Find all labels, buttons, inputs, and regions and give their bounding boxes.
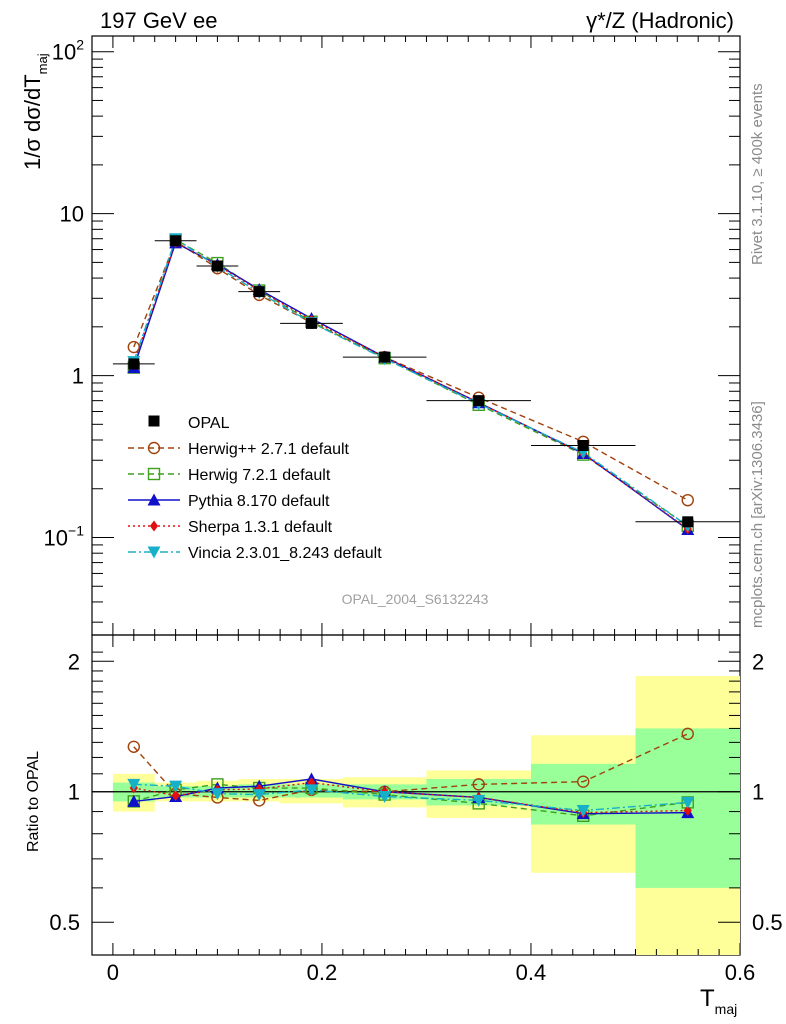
legend-label-3: Sherpa 1.3.1 default (188, 519, 333, 536)
main-y-label-sub: maj (35, 53, 50, 74)
data-point-4 (305, 317, 317, 329)
series-markers-2 (127, 236, 695, 536)
ratio-line-3 (133, 781, 688, 814)
legend: OPAL Herwig++ 2.7.1 default Herwig 7.2.1 d… (128, 415, 382, 562)
legend-marker-1 (147, 467, 161, 481)
ratio-series-0-point-8 (681, 727, 694, 741)
data-point-6 (473, 395, 485, 407)
y-tick-label-ratio-right-0: 0.5 (752, 910, 783, 935)
ratio-series-0-point-6 (472, 778, 485, 791)
y-tick-label-main-3: 102 (52, 37, 84, 65)
y-tick-label-ratio-left-0: 0.5 (49, 910, 80, 935)
series-markers-4 (127, 233, 695, 533)
uncertainty-bands (112, 675, 740, 955)
x-tick-label-1: 0.2 (307, 960, 338, 985)
ratio-series-2-point-0 (127, 794, 141, 807)
legend-label-data: OPAL (188, 415, 230, 432)
ratio-series-3-point-1 (171, 790, 180, 802)
y-tick-label-exponent: −1 (68, 523, 84, 539)
data-point-2 (211, 260, 223, 272)
opal-data (112, 235, 740, 528)
data-point-5 (379, 351, 391, 363)
main-y-label-main: 1/σ dσ/dT (20, 74, 45, 170)
ratio-series-4-point-1 (169, 780, 183, 793)
legend-label-1: Herwig 7.2.1 default (188, 467, 331, 484)
ratio-series-3-point-8 (683, 805, 692, 817)
title-left: 197 GeV ee (100, 8, 217, 33)
x-axis-label-main: T (700, 985, 715, 1012)
data-point-8 (682, 516, 694, 528)
data-point-0 (128, 358, 140, 370)
x-tick-label-3: 0.6 (725, 960, 756, 985)
main-series (127, 233, 695, 536)
x-tick-label-0: 0 (107, 960, 119, 985)
ratio-series-0-point-0 (127, 740, 141, 753)
series-0-point-0 (127, 340, 141, 354)
x-axis-label-sub: maj (715, 1001, 738, 1017)
legend-marker-0 (147, 441, 161, 455)
ratio-y-label: Ratio to OPAL (25, 751, 42, 852)
legend-marker-2 (147, 493, 161, 506)
x-axis-label: Tmaj (700, 985, 737, 1017)
series-markers-3 (129, 236, 692, 535)
legend-marker-data (148, 415, 160, 427)
ratio-series (127, 727, 695, 823)
legend-marker-3 (149, 520, 159, 532)
ratio-series-4-point-7 (576, 805, 590, 818)
main-y-label: 1/σ dσ/dTmaj (20, 53, 50, 170)
series-0-point-8 (681, 493, 694, 507)
side-label-rivet: Rivet 3.1.10, ≥ 400k events (749, 83, 766, 265)
legend-marker-4 (147, 546, 161, 559)
ratio-series-4-point-4 (304, 784, 318, 797)
series-markers-1 (127, 233, 694, 533)
ratio-series-4-point-3 (252, 789, 266, 802)
x-tick-label-2: 0.4 (516, 960, 547, 985)
y-tick-label-ratio-left-1: 1 (68, 780, 80, 805)
series-line-3 (133, 241, 689, 530)
ratio-series-0-point-7 (577, 775, 590, 788)
analysis-watermark: OPAL_2004_S6132243 (342, 591, 489, 607)
y-tick-label-main-0: 10−1 (44, 523, 85, 551)
ratio-series-4-point-5 (378, 791, 392, 804)
legend-label-2: Pythia 8.170 default (188, 493, 330, 510)
ratio-series-4-point-6 (472, 794, 486, 807)
legend-label-0: Herwig++ 2.7.1 default (188, 441, 350, 458)
title-right: γ*/Z (Hadronic) (586, 8, 734, 33)
y-tick-label-ratio-left-2: 2 (68, 649, 80, 674)
data-point-7 (577, 439, 589, 451)
ratio-series-4-point-0 (127, 778, 141, 791)
y-tick-label-ratio-right-2: 2 (752, 649, 764, 674)
ratio-series-4-point-8 (681, 796, 695, 809)
series-line-2 (133, 241, 689, 531)
data-point-1 (170, 235, 182, 247)
side-label-mcplots: mcplots.cern.ch [arXiv:1306.3436] (749, 401, 766, 628)
y-tick-label-exponent: 2 (76, 37, 84, 53)
y-tick-label-main-1: 1 (72, 364, 84, 389)
y-tick-label-base: 10 (52, 40, 76, 65)
y-tick-label-base: 10 (44, 526, 68, 551)
y-tick-label-ratio-right-1: 1 (752, 780, 764, 805)
legend-label-4: Vincia 2.3.01_8.243 default (188, 545, 382, 562)
y-tick-label-main-2: 10 (60, 202, 84, 227)
ratio-panel: 0 0.2 0.4 0.6 0.5 0.5 1 1 2 2 (49, 634, 783, 985)
data-point-3 (253, 286, 265, 298)
ratio-series-4-point-2 (210, 788, 224, 801)
